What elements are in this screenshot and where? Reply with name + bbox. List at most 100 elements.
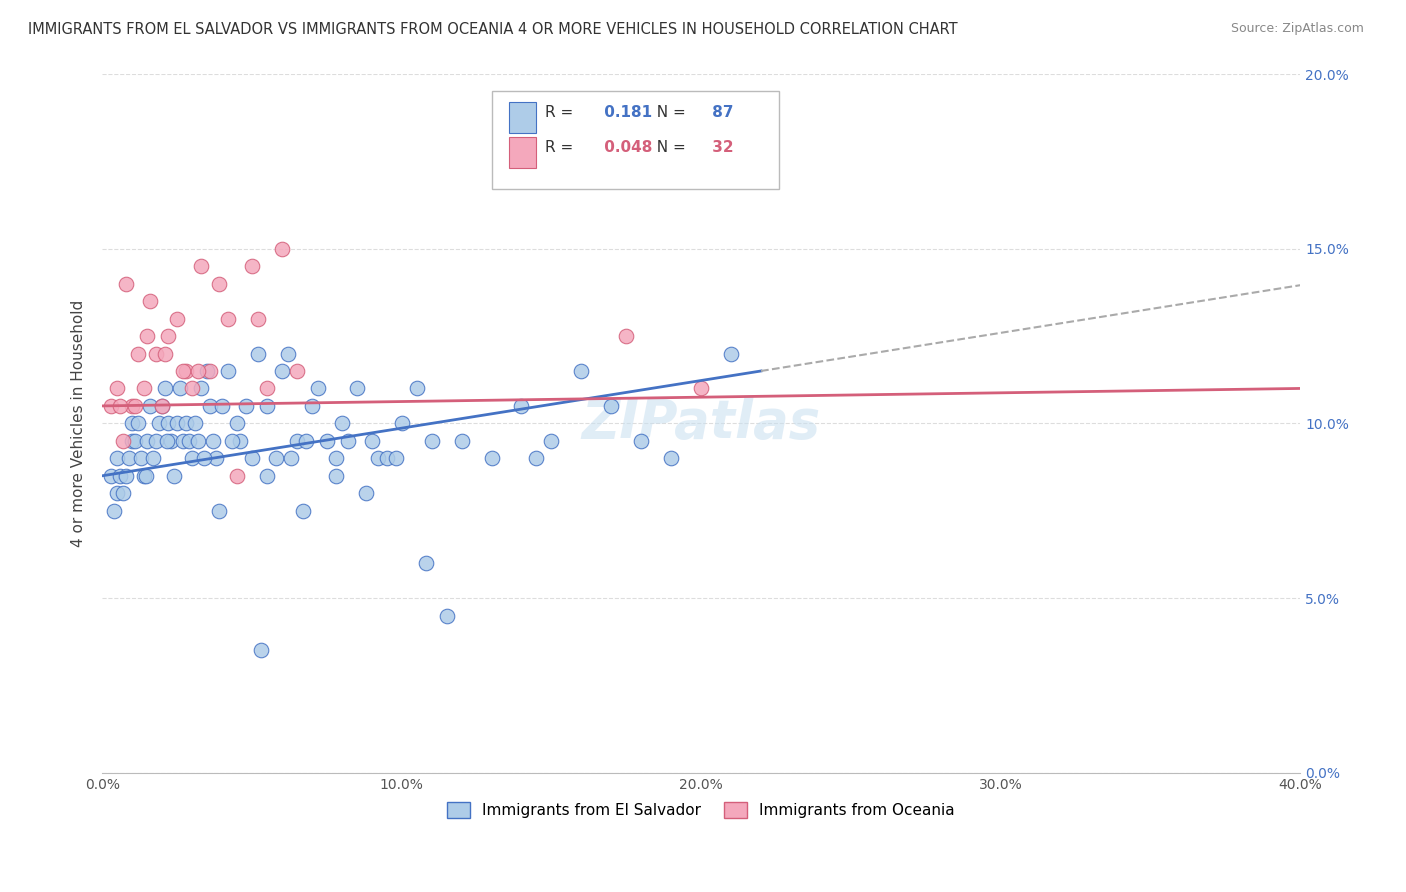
Point	[150, 399, 173, 413]
Text: 0.048: 0.048	[599, 140, 652, 155]
Point	[295, 434, 318, 448]
Point	[190, 259, 212, 273]
Point	[169, 381, 191, 395]
Point	[118, 451, 141, 466]
Point	[256, 468, 278, 483]
Point	[250, 643, 273, 657]
Text: ZIPatlas: ZIPatlas	[582, 397, 821, 450]
Text: Source: ZipAtlas.com: Source: ZipAtlas.com	[1230, 22, 1364, 36]
Point	[277, 346, 299, 360]
Point	[108, 468, 131, 483]
Point	[121, 399, 143, 413]
Point	[100, 399, 122, 413]
Text: N =: N =	[647, 105, 686, 120]
Point	[600, 399, 623, 413]
Point	[135, 468, 157, 483]
Point	[134, 381, 156, 395]
Point	[181, 381, 204, 395]
Point	[246, 311, 269, 326]
Point	[384, 451, 406, 466]
Point	[195, 364, 218, 378]
Point	[127, 346, 149, 360]
Point	[163, 468, 186, 483]
Point	[360, 434, 382, 448]
Point	[198, 399, 221, 413]
Point	[108, 399, 131, 413]
Point	[145, 434, 167, 448]
Text: R =: R =	[546, 105, 578, 120]
Point	[226, 417, 249, 431]
Point	[127, 417, 149, 431]
Point	[325, 451, 347, 466]
Point	[336, 434, 359, 448]
Point	[121, 434, 143, 448]
Point	[172, 364, 194, 378]
Point	[291, 504, 314, 518]
Point	[202, 434, 225, 448]
Point	[205, 451, 228, 466]
Point	[142, 451, 165, 466]
Text: N =: N =	[647, 140, 686, 155]
Point	[240, 259, 263, 273]
Point	[198, 364, 221, 378]
Point	[720, 346, 742, 360]
Point	[690, 381, 713, 395]
Point	[157, 417, 180, 431]
Text: 32: 32	[707, 140, 734, 155]
Point	[115, 277, 138, 291]
Text: 0.181: 0.181	[599, 105, 652, 120]
Legend: Immigrants from El Salvador, Immigrants from Oceania: Immigrants from El Salvador, Immigrants …	[441, 797, 962, 824]
Point	[177, 434, 200, 448]
Point	[190, 381, 212, 395]
Point	[420, 434, 443, 448]
Point	[103, 504, 125, 518]
Point	[136, 434, 159, 448]
Point	[181, 451, 204, 466]
Point	[481, 451, 503, 466]
Point	[285, 364, 308, 378]
Point	[315, 434, 337, 448]
Point	[270, 242, 292, 256]
Point	[375, 451, 398, 466]
Point	[136, 329, 159, 343]
Text: R =: R =	[546, 140, 578, 155]
Point	[325, 468, 347, 483]
Point	[264, 451, 287, 466]
Point	[235, 399, 257, 413]
Point	[153, 346, 176, 360]
Text: IMMIGRANTS FROM EL SALVADOR VS IMMIGRANTS FROM OCEANIA 4 OR MORE VEHICLES IN HOU: IMMIGRANTS FROM EL SALVADOR VS IMMIGRANT…	[28, 22, 957, 37]
Point	[307, 381, 329, 395]
Point	[193, 451, 215, 466]
Point	[526, 451, 548, 466]
Point	[240, 451, 263, 466]
Point	[226, 468, 249, 483]
Point	[166, 417, 188, 431]
Point	[187, 364, 209, 378]
Point	[330, 417, 353, 431]
Point	[145, 346, 167, 360]
Point	[105, 451, 128, 466]
Point	[100, 468, 122, 483]
Point	[174, 364, 197, 378]
Point	[150, 399, 173, 413]
Point	[208, 504, 231, 518]
Point	[301, 399, 323, 413]
Point	[208, 277, 231, 291]
Point	[346, 381, 368, 395]
Point	[450, 434, 472, 448]
Point	[105, 486, 128, 500]
Point	[391, 417, 413, 431]
Point	[415, 556, 437, 570]
Point	[174, 417, 197, 431]
FancyBboxPatch shape	[492, 92, 779, 189]
Point	[405, 381, 427, 395]
Point	[112, 434, 135, 448]
Point	[540, 434, 562, 448]
Point	[105, 381, 128, 395]
Point	[285, 434, 308, 448]
Point	[139, 294, 162, 309]
Point	[436, 608, 458, 623]
Point	[659, 451, 682, 466]
Point	[256, 399, 278, 413]
Point	[211, 399, 233, 413]
